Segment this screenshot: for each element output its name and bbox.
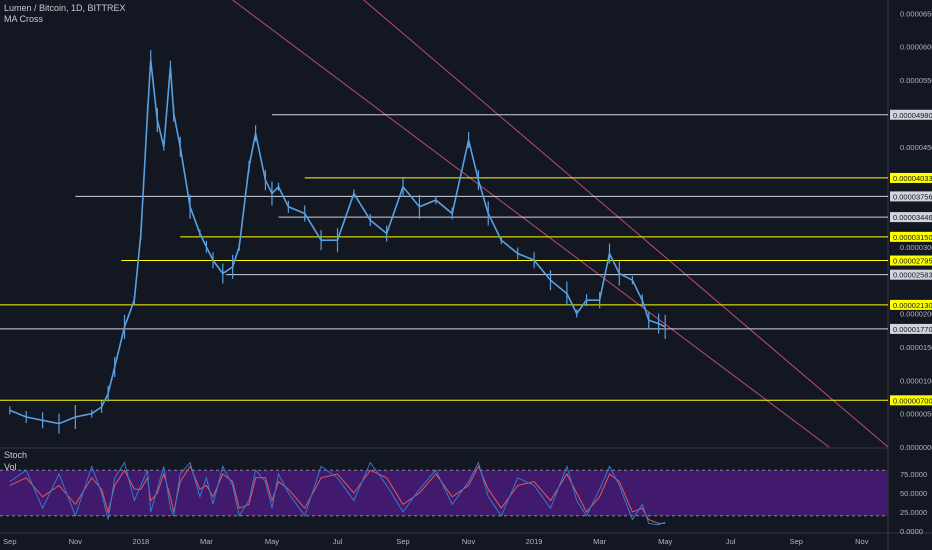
level-tag-bg-6 [890,269,932,280]
price-tick-label-7: 0.00001000 [900,376,932,385]
stoch-k-line [9,461,666,526]
price-tick-label-8: 0.00000500 [900,410,932,419]
time-tick-label-9: Mar [593,537,606,546]
time-tick-label-11: Jul [726,537,736,546]
level-tag-label-0: 0.00004980 [893,111,932,120]
price-series-line [9,59,666,425]
time-tick-label-4: May [265,537,279,546]
stoch-tick-label-2: 25.0000 [900,508,927,517]
level-tag-label-8: 0.00001770 [893,325,932,334]
level-tag-label-2: 0.00003756 [893,192,932,201]
stoch-tick-label-3: 0.0000 [900,527,923,536]
level-tag-bg-7 [890,299,932,310]
stoch-tick-label-0: 75.0000 [900,470,927,479]
level-tag-bg-3 [890,212,932,223]
price-tick-label-5: 0.00002000 [900,310,932,319]
stoch-tick-label-1: 50.0000 [900,489,927,498]
price-tick-label-0: 0.00006500 [900,9,932,18]
time-tick-label-10: May [658,537,672,546]
level-tag-bg-8 [890,323,932,334]
level-tag-label-3: 0.00003446 [893,213,932,222]
level-tag-label-5: 0.00002795 [893,257,932,266]
price-tick-label-2: 0.00005500 [900,76,932,85]
time-tick-label-13: Nov [855,537,869,546]
time-tick-label-12: Sep [790,537,803,546]
time-tick-label-7: Nov [462,537,476,546]
price-tick-label-6: 0.00001500 [900,343,932,352]
time-tick-label-3: Mar [200,537,213,546]
time-tick-label-6: Sep [396,537,409,546]
indicator-label-stoch[interactable]: Stoch [4,450,28,460]
channel-line-1 [363,0,889,448]
time-tick-label-1: Nov [69,537,83,546]
level-tag-bg-1 [890,172,932,183]
time-tick-label-2: 2018 [133,537,150,546]
chart-title: Lumen / Bitcoin, 1D, BITTREX [4,3,126,13]
level-tag-bg-2 [890,191,932,202]
level-tag-bg-9 [890,395,932,406]
level-tag-label-4: 0.00003150 [893,233,932,242]
level-tag-bg-5 [890,255,932,266]
indicator-label-ma-cross[interactable]: MA Cross [4,14,44,24]
price-tick-label-9: 0.00000000 [900,443,932,452]
price-tick-label-3: 0.00004500 [900,143,932,152]
indicator-label-vol[interactable]: Vol [4,462,17,472]
stoch-band [0,470,888,516]
channel-line-0 [232,0,830,448]
price-tick-label-4: 0.00003000 [900,243,932,252]
price-tick-label-1: 0.00006000 [900,43,932,52]
level-tag-label-7: 0.00002130 [893,301,932,310]
level-tag-label-1: 0.00004033 [893,174,932,183]
level-tag-label-9: 0.00000700 [893,396,932,405]
time-tick-label-5: Jul [333,537,343,546]
level-tag-label-6: 0.00002583 [893,271,932,280]
level-tag-bg-0 [890,109,932,120]
time-tick-label-0: Sep [3,537,16,546]
time-tick-label-8: 2019 [526,537,543,546]
level-tag-bg-4 [890,231,932,242]
